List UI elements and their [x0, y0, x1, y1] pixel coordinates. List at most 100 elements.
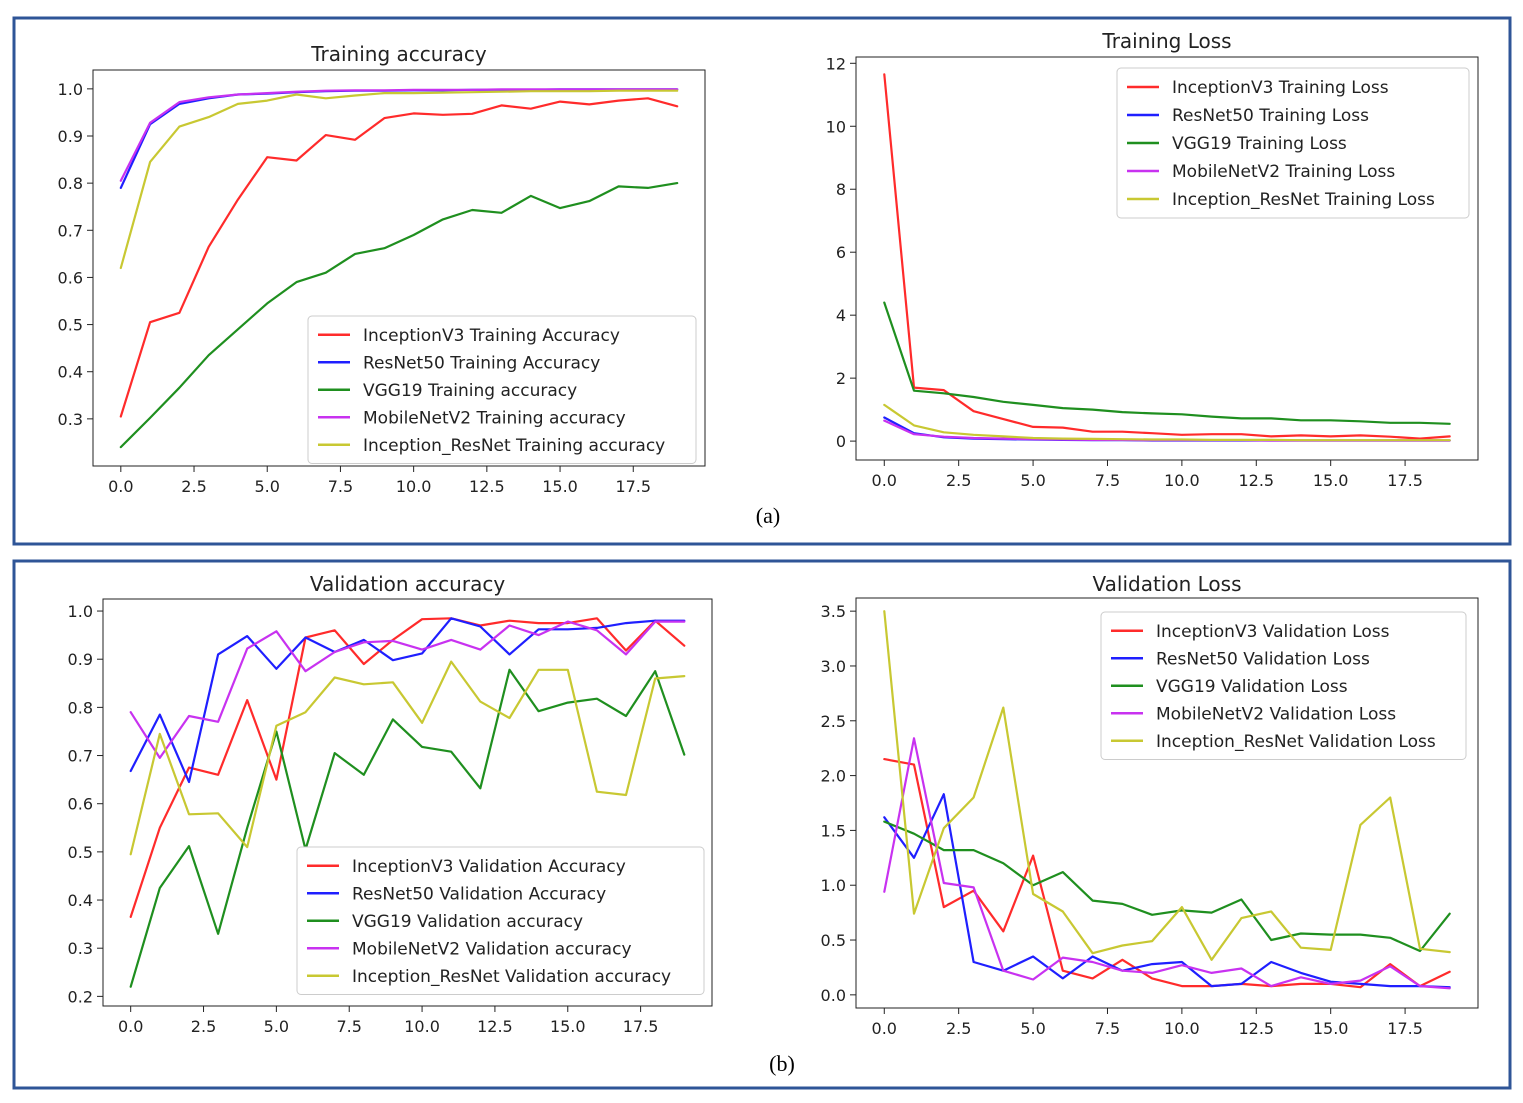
validation-accuracy-x-tick-label: 15.0	[550, 1017, 586, 1036]
training-accuracy-chart: Training accuracy 0.0 2.5 5.0 7.5 10.0 12.5 15.…	[58, 42, 706, 496]
validation-accuracy-x-tick-label: 0.0	[118, 1017, 143, 1036]
training-accuracy-legend-label: InceptionV3 Training Accuracy	[363, 326, 620, 346]
training-loss-y-tick-label: 12	[826, 54, 846, 73]
validation-loss-series-vgg19-validation-loss	[883, 820, 1451, 953]
validation-loss-legend-label: InceptionV3 Validation Loss	[1156, 622, 1390, 642]
validation-accuracy-legend-label: InceptionV3 Validation Accuracy	[352, 857, 626, 877]
validation-loss-x-tick-label: 15.0	[1313, 1019, 1349, 1038]
training-accuracy-series-mobilenetv2-training-accuracy	[119, 88, 679, 182]
training-loss-plot-area	[855, 56, 1479, 461]
validation-loss-x-tick-label: 10.0	[1164, 1019, 1200, 1038]
validation-accuracy-series-mobilenetv2-validation-accuracy	[129, 620, 686, 760]
training-accuracy-x-tick-label: 5.0	[255, 477, 280, 496]
training-accuracy-x-tick-label: 12.5	[469, 477, 505, 496]
training-loss-legend-label: InceptionV3 Training Loss	[1172, 78, 1389, 98]
validation-accuracy-y-tick-label: 1.0	[68, 602, 93, 621]
training-accuracy-title: Training accuracy	[310, 42, 487, 66]
validation-loss-legend	[1100, 611, 1467, 760]
validation-accuracy-legend	[296, 846, 705, 995]
training-loss-y-tick-label: 6	[836, 243, 846, 262]
training-loss-y-tick-label: 8	[836, 180, 846, 199]
training-loss-x-tick-label: 0.0	[872, 471, 897, 490]
validation-loss-y-tick-label: 3.0	[821, 657, 846, 676]
validation-accuracy-y-tick-label: 0.8	[68, 698, 93, 717]
training-loss-y-tick-label: 2	[836, 369, 846, 388]
validation-loss-legend-label: ResNet50 Validation Loss	[1156, 649, 1370, 669]
training-accuracy-y-tick-label: 0.4	[58, 363, 83, 382]
validation-accuracy-legend-label: VGG19 Validation accuracy	[352, 912, 583, 932]
training-accuracy-y-tick-label: 0.5	[58, 316, 83, 335]
validation-accuracy-y-tick-label: 0.5	[68, 843, 93, 862]
validation-loss-series-inception-resnet-validation-loss	[883, 610, 1451, 961]
validation-accuracy-chart: Validation accuracy 0.0 2.5 5.0 7.5 10.0 12.5 1…	[68, 572, 713, 1036]
validation-accuracy-series-inception-resnet-validation-accuracy	[129, 660, 686, 856]
validation-loss-y-tick-label: 0.5	[821, 931, 846, 950]
validation-accuracy-x-tick-label: 12.5	[477, 1017, 513, 1036]
validation-accuracy-y-tick-label: 0.3	[68, 939, 93, 958]
training-loss-series-vgg19-training-loss	[883, 301, 1451, 425]
panel-b-caption: (b)	[769, 1051, 795, 1076]
training-accuracy-legend-label: ResNet50 Training Accuracy	[363, 353, 600, 373]
panel-b-frame	[12, 559, 1512, 1090]
training-loss-legend-label: ResNet50 Training Loss	[1172, 106, 1369, 126]
training-loss-series-inceptionv3-training-loss	[883, 73, 1451, 440]
training-loss-y-tick-label: 4	[836, 306, 846, 325]
validation-accuracy-y-tick-label: 0.9	[68, 650, 93, 669]
validation-loss-series-resnet50-validation-loss	[883, 793, 1451, 989]
training-accuracy-legend-label: Inception_ResNet Training accuracy	[363, 436, 665, 456]
training-accuracy-x-tick-label: 7.5	[328, 477, 353, 496]
training-loss-x-tick-label: 17.5	[1387, 471, 1423, 490]
training-loss-y-tick-label: 0	[836, 432, 846, 451]
validation-loss-y-tick-label: 0.0	[821, 986, 846, 1005]
validation-accuracy-x-tick-label: 17.5	[623, 1017, 659, 1036]
validation-loss-y-tick-label: 3.5	[821, 602, 846, 621]
training-accuracy-y-tick-label: 0.9	[58, 127, 83, 146]
validation-loss-x-tick-label: 12.5	[1238, 1019, 1274, 1038]
validation-loss-chart: Validation Loss 0.0 2.5 5.0 7.5 10.0 12.5 15.0 1…	[821, 572, 1479, 1038]
validation-loss-x-tick-label: 17.5	[1387, 1019, 1423, 1038]
validation-accuracy-legend-label: MobileNetV2 Validation accuracy	[352, 939, 632, 959]
validation-accuracy-x-tick-label: 10.0	[404, 1017, 440, 1036]
training-loss-x-tick-label: 5.0	[1020, 471, 1045, 490]
training-accuracy-x-tick-label: 10.0	[396, 477, 432, 496]
training-loss-legend-label: VGG19 Training Loss	[1172, 134, 1347, 154]
validation-loss-plot-area	[855, 597, 1479, 1009]
validation-accuracy-title: Validation accuracy	[310, 572, 506, 596]
training-loss-legend-label: Inception_ResNet Training Loss	[1172, 190, 1435, 210]
validation-accuracy-plot-area	[102, 598, 713, 1007]
training-loss-x-tick-label: 15.0	[1313, 471, 1349, 490]
panel-a-frame	[12, 16, 1512, 546]
validation-loss-title: Validation Loss	[1093, 572, 1242, 596]
validation-loss-y-tick-label: 1.0	[821, 876, 846, 895]
training-loss-y-tick-label: 10	[826, 117, 846, 136]
validation-accuracy-legend-label: ResNet50 Validation Accuracy	[352, 884, 606, 904]
training-accuracy-series-inceptionv3-training-accuracy	[119, 97, 679, 418]
validation-loss-series-mobilenetv2-validation-loss	[883, 737, 1451, 990]
training-loss-x-tick-label: 12.5	[1238, 471, 1274, 490]
training-accuracy-x-tick-label: 17.5	[615, 477, 651, 496]
training-accuracy-x-tick-label: 15.0	[542, 477, 578, 496]
validation-accuracy-y-tick-label: 0.7	[68, 747, 93, 766]
training-accuracy-x-tick-label: 2.5	[181, 477, 206, 496]
validation-loss-legend-label: Inception_ResNet Validation Loss	[1156, 732, 1436, 752]
validation-accuracy-series-vgg19-validation-accuracy	[129, 668, 686, 988]
validation-loss-legend-label: VGG19 Validation Loss	[1156, 677, 1348, 697]
training-loss-x-tick-label: 2.5	[946, 471, 971, 490]
validation-loss-x-tick-label: 5.0	[1020, 1019, 1045, 1038]
validation-loss-x-tick-label: 0.0	[872, 1019, 897, 1038]
validation-loss-y-tick-label: 2.5	[821, 712, 846, 731]
validation-accuracy-y-tick-label: 0.6	[68, 795, 93, 814]
validation-loss-x-tick-label: 2.5	[946, 1019, 971, 1038]
training-accuracy-y-tick-label: 0.8	[58, 174, 83, 193]
validation-loss-series-inceptionv3-validation-loss	[883, 757, 1451, 989]
training-accuracy-legend-label: MobileNetV2 Training accuracy	[363, 408, 626, 428]
training-loss-x-tick-label: 7.5	[1095, 471, 1120, 490]
validation-accuracy-legend-label: Inception_ResNet Validation accuracy	[352, 967, 671, 987]
training-loss-legend	[1116, 67, 1470, 219]
training-loss-series-mobilenetv2-training-loss	[883, 419, 1451, 442]
validation-loss-y-tick-label: 2.0	[821, 767, 846, 786]
validation-accuracy-x-tick-label: 7.5	[336, 1017, 361, 1036]
training-loss-title: Training Loss	[1101, 29, 1231, 53]
validation-accuracy-y-tick-label: 0.2	[68, 987, 93, 1006]
